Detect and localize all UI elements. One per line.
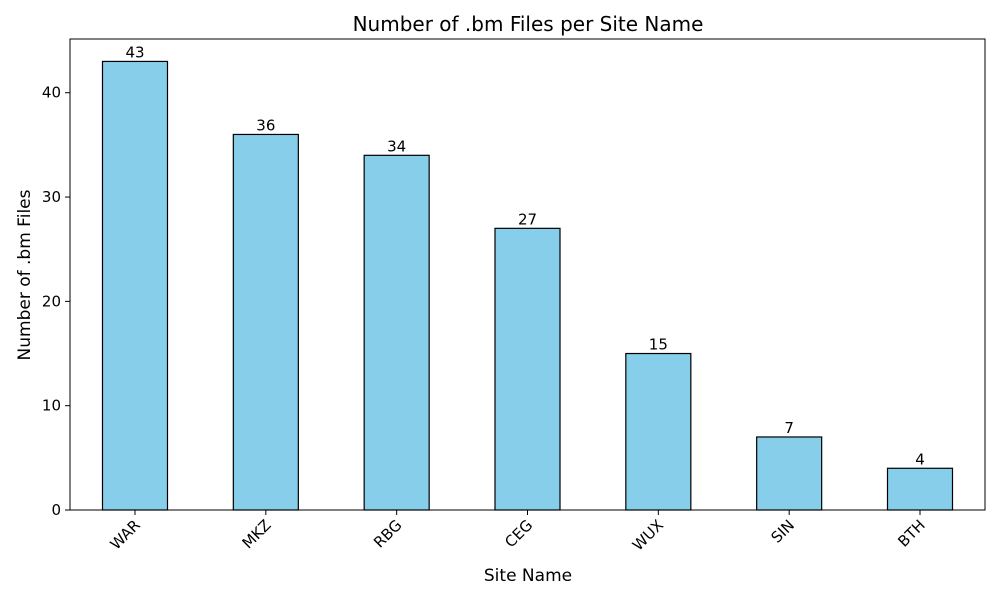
bars-group [101, 60, 954, 511]
x-tick-label-wux: WUX [629, 516, 667, 554]
bar-wux [625, 352, 692, 511]
y-tick-label: 10 [42, 397, 61, 415]
bar-bth [886, 467, 954, 511]
x-tick-label-rbg: RBG [370, 516, 405, 551]
data-label-ceg: 27 [518, 210, 537, 228]
x-axis-label: Site Name [484, 566, 572, 586]
x-tick-label-bth: BTH [894, 516, 928, 550]
chart-title: Number of .bm Files per Site Name [353, 12, 704, 36]
y-tick-label: 30 [42, 188, 61, 206]
x-tick-label-sin: SIN [767, 516, 798, 547]
y-tick-label: 40 [42, 84, 61, 102]
bar-ceg [494, 227, 561, 511]
plot-area-frame [69, 38, 986, 511]
bar-war [101, 60, 169, 511]
data-label-mkz: 36 [256, 116, 275, 134]
y-axis-ticks: 0 10 20 30 40 [42, 84, 70, 519]
bar-rbg [363, 154, 430, 511]
x-axis-ticks: WAR MKZ RBG CEG WUX SIN BTH [107, 510, 929, 554]
x-tick-label-mkz: MKZ [239, 516, 275, 552]
data-label-sin: 7 [784, 419, 794, 437]
y-tick-label: 0 [51, 501, 61, 519]
data-label-war: 43 [125, 43, 144, 61]
data-label-wux: 15 [649, 336, 668, 354]
x-tick-label-war: WAR [107, 516, 144, 553]
bar-sin [756, 436, 823, 511]
data-label-bth: 4 [915, 450, 925, 468]
bar-mkz [232, 133, 299, 511]
data-label-rbg: 34 [387, 137, 406, 155]
x-tick-label-ceg: CEG [501, 516, 536, 551]
y-tick-label: 20 [42, 292, 61, 310]
data-labels-group: 43 36 34 27 15 7 4 [125, 43, 924, 468]
y-axis-label: Number of .bm Files [15, 189, 35, 360]
